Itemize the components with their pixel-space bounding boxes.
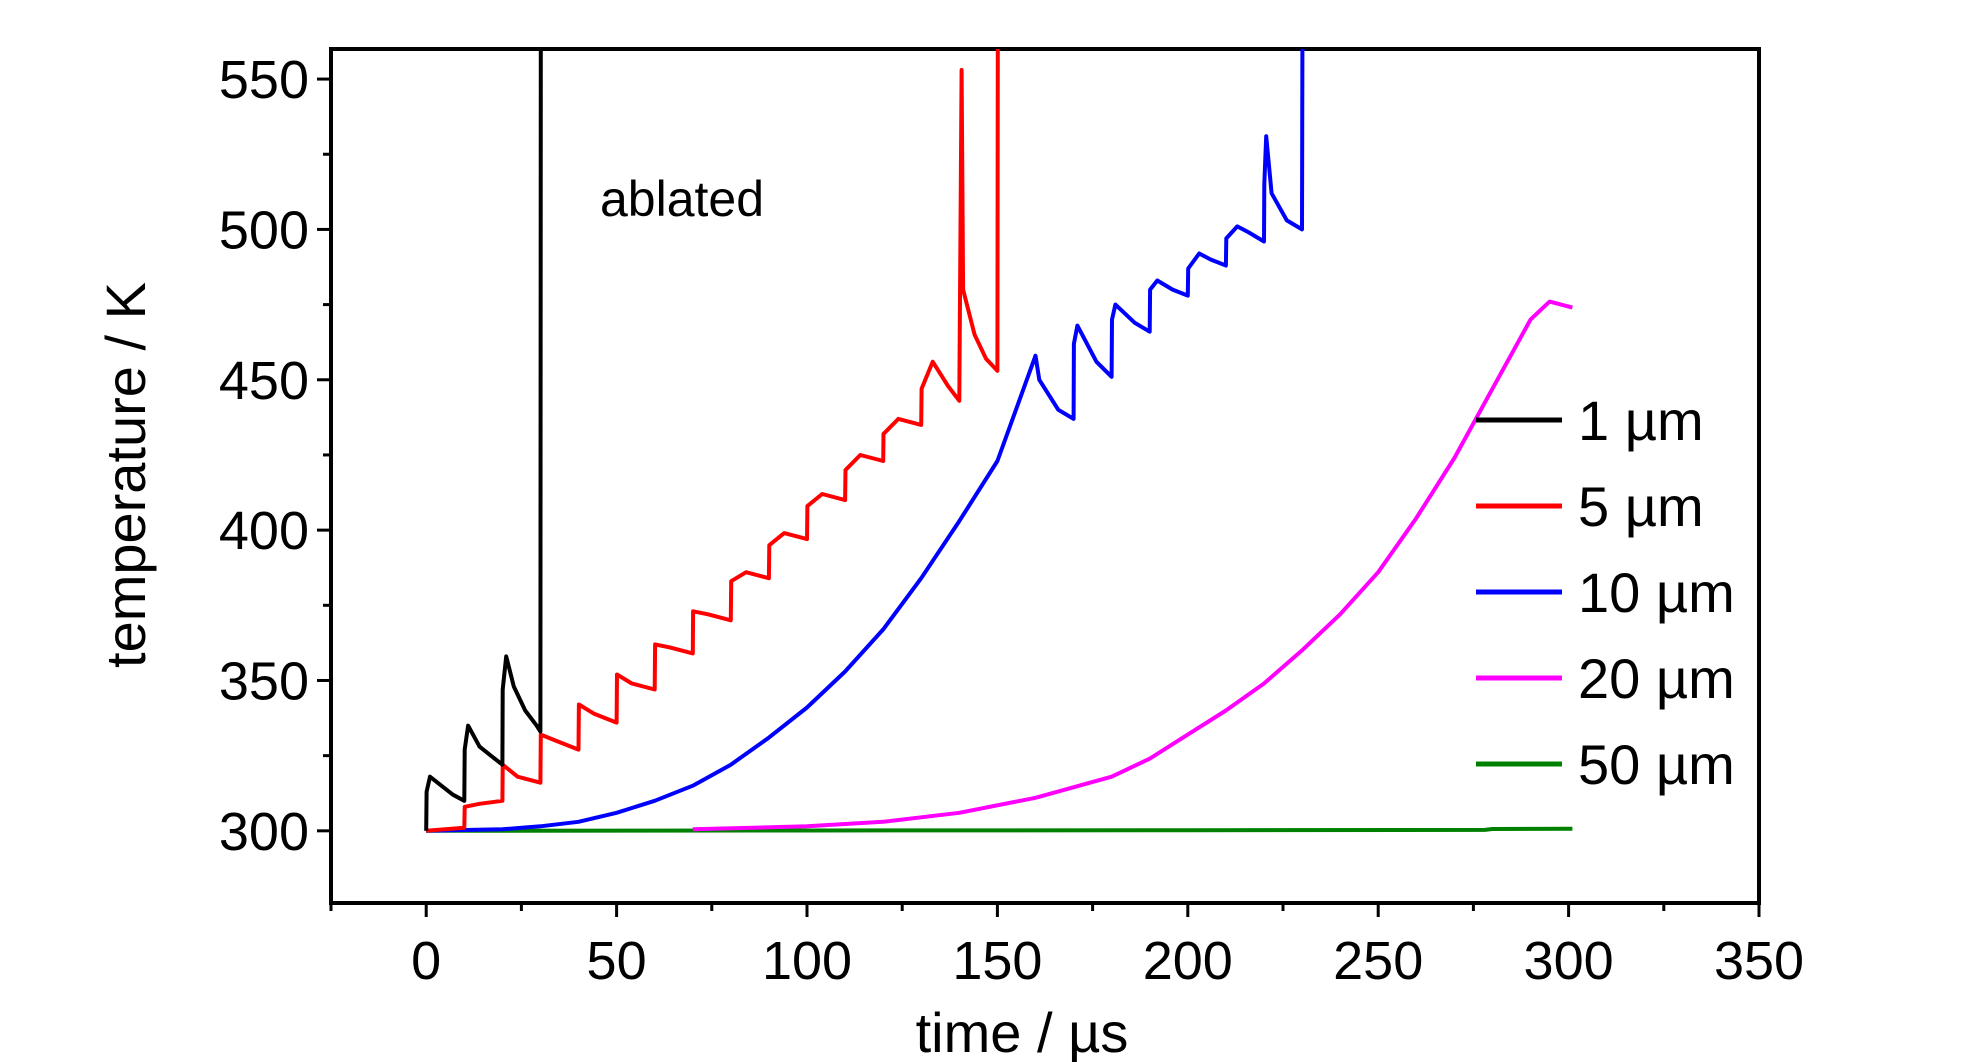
x-tick-label-3: 150 [952,931,1042,991]
y-tick-label-2: 400 [219,501,309,561]
legend: 1 µm 5 µm 10 µm 20 µm 50 µm [1476,389,1735,796]
x-tick-label-7: 350 [1714,931,1804,991]
legend-label-1: 5 µm [1578,475,1704,538]
series-line-0 [424,49,543,831]
series-line-2 [426,49,1305,833]
ablated-annotation: ablated [600,171,764,227]
series-line-4 [426,826,1573,833]
y-tick-label-1: 350 [219,651,309,711]
plot-frame [329,47,1761,905]
x-tick-label-1: 50 [587,931,647,991]
axis-ticks: 0 50 100 150 200 250 300 350 300 350 400 450 500 550 [219,50,1804,991]
y-axis-label: temperature / K [94,282,157,668]
y-tick-label-5: 550 [219,50,309,110]
x-tick-label-6: 300 [1524,931,1614,991]
x-axis-label: time / µs [916,1001,1129,1062]
x-tick-label-2: 100 [762,931,852,991]
data-series [424,49,1573,833]
x-tick-label-0: 0 [411,931,441,991]
legend-label-0: 1 µm [1578,389,1704,452]
y-tick-label-3: 450 [219,351,309,411]
series-line-3 [692,299,1573,832]
legend-label-3: 20 µm [1578,647,1735,710]
y-tick-label-4: 500 [219,200,309,260]
x-tick-label-5: 250 [1333,931,1423,991]
legend-label-4: 50 µm [1578,733,1735,796]
series-line-1 [426,49,1000,833]
legend-label-2: 10 µm [1578,561,1735,624]
y-tick-label-0: 300 [219,802,309,862]
x-tick-label-4: 200 [1143,931,1233,991]
